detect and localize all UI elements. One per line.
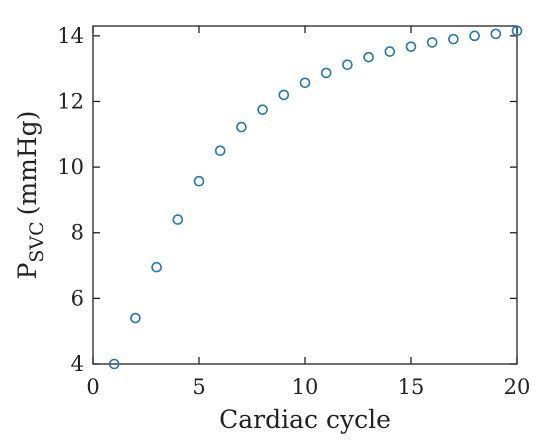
plot-frame <box>92 25 518 365</box>
data-point <box>426 37 438 48</box>
y-tick-label: 4 <box>71 352 84 376</box>
data-point <box>384 46 396 57</box>
x-tick-label: 10 <box>292 375 319 399</box>
data-point <box>214 145 226 156</box>
y-tick-label: 14 <box>57 24 84 48</box>
data-point <box>130 312 141 324</box>
x-axis-label: Cardiac cycle <box>219 405 391 434</box>
y-axis-label: PSVC (mmHg) <box>13 111 48 280</box>
data-point <box>108 358 120 370</box>
x-tick-label: 0 <box>86 375 99 399</box>
y-axis-label-unit: (mmHg) <box>13 111 42 216</box>
y-tick-label: 12 <box>57 89 84 113</box>
y-axis-label-subscript: SVC <box>26 221 48 262</box>
data-point <box>405 41 417 52</box>
x-axis-ticks <box>92 26 518 364</box>
data-point <box>320 67 332 79</box>
data-point <box>448 33 459 45</box>
data-point <box>363 51 374 63</box>
data-point <box>257 104 268 115</box>
data-point <box>151 261 162 273</box>
x-axis-tick-labels: 0 5 10 15 20 <box>86 375 530 399</box>
data-point <box>469 30 480 42</box>
data-point <box>299 77 311 89</box>
x-tick-label: 15 <box>398 375 425 399</box>
data-point <box>172 214 184 225</box>
y-axis-tick-labels: 4 6 8 10 12 14 <box>57 24 84 376</box>
data-point <box>236 121 247 133</box>
y-axis-ticks <box>93 35 517 365</box>
x-tick-label: 5 <box>192 375 205 399</box>
data-point <box>342 59 353 71</box>
data-point <box>278 89 290 101</box>
y-tick-label: 6 <box>71 286 84 310</box>
y-tick-label: 10 <box>57 155 84 179</box>
data-points <box>108 25 523 370</box>
data-point <box>193 175 205 187</box>
y-axis-label-main: P <box>13 263 42 280</box>
x-tick-label: 20 <box>504 375 531 399</box>
plot-area-border <box>92 25 518 365</box>
data-point <box>511 25 523 37</box>
data-point <box>490 28 502 40</box>
y-tick-label: 8 <box>71 221 84 245</box>
